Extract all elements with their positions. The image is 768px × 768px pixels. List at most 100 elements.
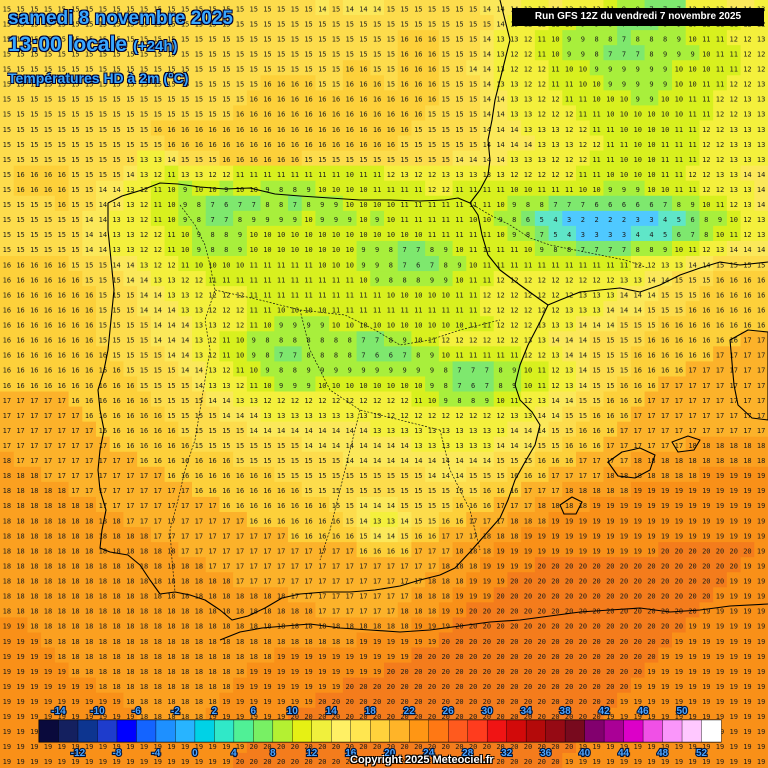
temperature-cell [150,30,166,46]
temperature-value: 16 [304,96,312,104]
temperature-value: 14 [510,427,518,435]
temperature-value: 11 [277,171,285,179]
temperature-value: 14 [373,5,381,13]
temperature-value: 18 [510,517,518,525]
temperature-value: 15 [44,246,52,254]
temperature-cell [96,150,111,167]
temperature-value: 15 [304,5,312,13]
temperature-value: 15 [16,231,24,239]
temperature-value: 18 [441,562,449,570]
temperature-cell [301,75,317,91]
temperature-value: 14 [400,442,408,450]
temperature-value: 9 [279,382,283,390]
temperature-value: 16 [30,306,38,314]
temperature-cell [603,105,618,122]
temperature-value: 10 [551,50,559,58]
temperature-value: 8 [210,231,214,239]
temperature-value: 10 [633,111,641,119]
temperature-value: 15 [455,5,463,13]
temperature-value: 9 [581,50,585,58]
temperature-value: 16 [249,517,257,525]
temperature-value: 15 [359,472,367,480]
temperature-value: 18 [30,517,38,525]
temperature-value: 15 [332,66,340,74]
temperature-value: 14 [359,457,367,465]
temperature-value: 3 [608,231,612,239]
temperature-cell [0,105,15,122]
temperature-value: 16 [428,81,436,89]
temperature-value: 16 [249,126,257,134]
temperature-value: 15 [414,126,422,134]
temperature-value: 19 [565,547,573,555]
temperature-cell [342,75,358,91]
temperature-value: 16 [524,472,532,480]
temperature-value: 16 [222,141,230,149]
temperature-cell [260,60,275,76]
temperature-value: 12 [469,412,477,420]
temperature-value: 17 [99,457,107,465]
temperature-value: 15 [743,261,751,269]
temperature-value: 15 [222,50,230,58]
temperature-value: 16 [359,81,367,89]
temperature-value: 13 [126,231,134,239]
temperature-value: 15 [414,5,422,13]
temperature-cell [123,120,138,137]
temperature-value: 18 [688,442,696,450]
temperature-value: 13 [716,171,724,179]
temperature-value: 14 [345,427,353,435]
temperature-value: 12 [592,141,600,149]
temperature-value: 12 [743,216,751,224]
temperature-value: 15 [153,397,161,405]
temperature-value: 9 [663,246,667,254]
temperature-value: 16 [112,382,120,390]
temperature-value: 18 [661,472,669,480]
temperature-value: 15 [16,201,24,209]
temperature-value: 13 [510,81,518,89]
temperature-value: 17 [291,547,299,555]
temperature-value: 15 [277,472,285,480]
temperature-cell [342,30,358,46]
temperature-value: 10 [688,35,696,43]
temperature-value: 17 [318,547,326,555]
temperature-value: 7 [622,50,626,58]
temperature-value: 18 [44,562,52,570]
temperature-value: 17 [620,457,628,465]
temperature-value: 10 [483,216,491,224]
temperature-value: 10 [359,186,367,194]
temperature-cell [589,75,605,91]
temperature-value: 12 [716,96,724,104]
temperature-value: 7 [690,231,694,239]
temperature-value: 17 [373,562,381,570]
temperature-value: 15 [469,81,477,89]
temperature-value: 16 [236,502,244,510]
temperature-value: 17 [428,562,436,570]
temperature-value: 16 [153,442,161,450]
temperature-value: 8 [293,337,297,345]
temperature-value: 16 [414,81,422,89]
temperature-value: 14 [387,457,395,465]
temperature-value: 15 [387,66,395,74]
temperature-value: 8 [594,35,598,43]
temperature-cell [27,75,42,91]
temperature-cell [370,15,385,31]
temperature-value: 17 [716,427,724,435]
temperature-value: 15 [57,231,65,239]
temperature-cell [356,120,371,137]
temperature-value: 18 [469,562,477,570]
temperature-cell [438,60,454,76]
temperature-value: 15 [236,457,244,465]
temperature-value: 13 [304,412,312,420]
temperature-value: 19 [729,487,737,495]
temperature-value: 10 [469,216,477,224]
temperature-value: 15 [332,20,340,28]
temperature-cell [685,45,701,61]
temperature-cell [27,30,42,46]
temperature-value: 16 [688,322,696,330]
temperature-value: 14 [524,427,532,435]
temperature-value: 10 [263,246,271,254]
temperature-value: 14 [345,457,353,465]
temperature-value: 11 [688,96,696,104]
temperature-value: 7 [636,50,640,58]
temperature-value: 9 [512,367,516,375]
temperature-value: 15 [112,96,120,104]
